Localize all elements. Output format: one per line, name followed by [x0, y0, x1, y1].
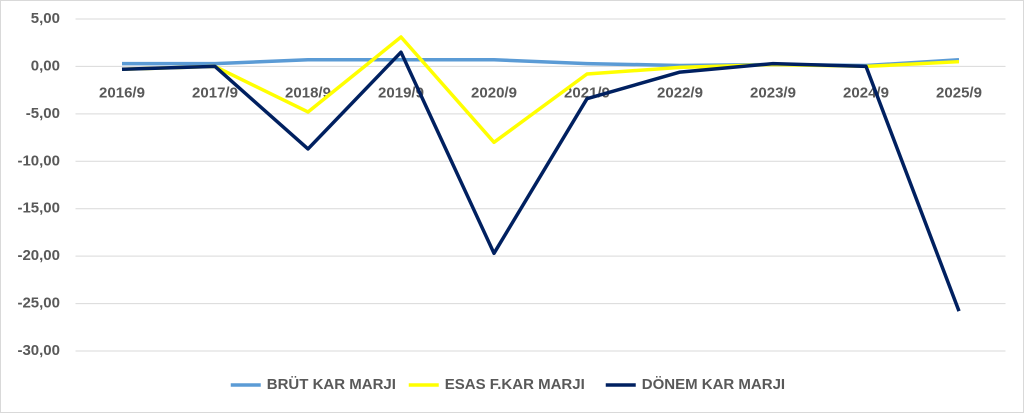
legend-label: DÖNEM KAR MARJI — [642, 376, 785, 393]
y-tick-label: -15,00 — [17, 200, 60, 217]
x-tick-label: 2020/9 — [471, 84, 517, 101]
y-tick-label: -25,00 — [17, 295, 60, 312]
x-tick-label: 2023/9 — [750, 84, 796, 101]
y-tick-label: -20,00 — [17, 247, 60, 264]
legend-label: BRÜT KAR MARJI — [267, 376, 396, 393]
x-tick-label: 2025/9 — [936, 84, 982, 101]
series-line — [121, 50, 961, 312]
x-tick-label: 2022/9 — [657, 84, 703, 101]
x-tick-label: 2016/9 — [99, 84, 145, 101]
y-tick-label: 5,00 — [31, 10, 60, 27]
x-tick-label: 2024/9 — [843, 84, 889, 101]
y-tick-label: -30,00 — [17, 342, 60, 359]
y-tick-label: -5,00 — [26, 105, 60, 122]
y-tick-label: -10,00 — [17, 152, 60, 169]
y-tick-label: 0,00 — [31, 57, 60, 74]
x-tick-label: 2019/9 — [378, 84, 424, 101]
x-tick-label: 2017/9 — [192, 84, 238, 101]
x-tick-label: 2018/9 — [285, 84, 331, 101]
legend-label: ESAS F.KAR MARJI — [445, 376, 585, 393]
